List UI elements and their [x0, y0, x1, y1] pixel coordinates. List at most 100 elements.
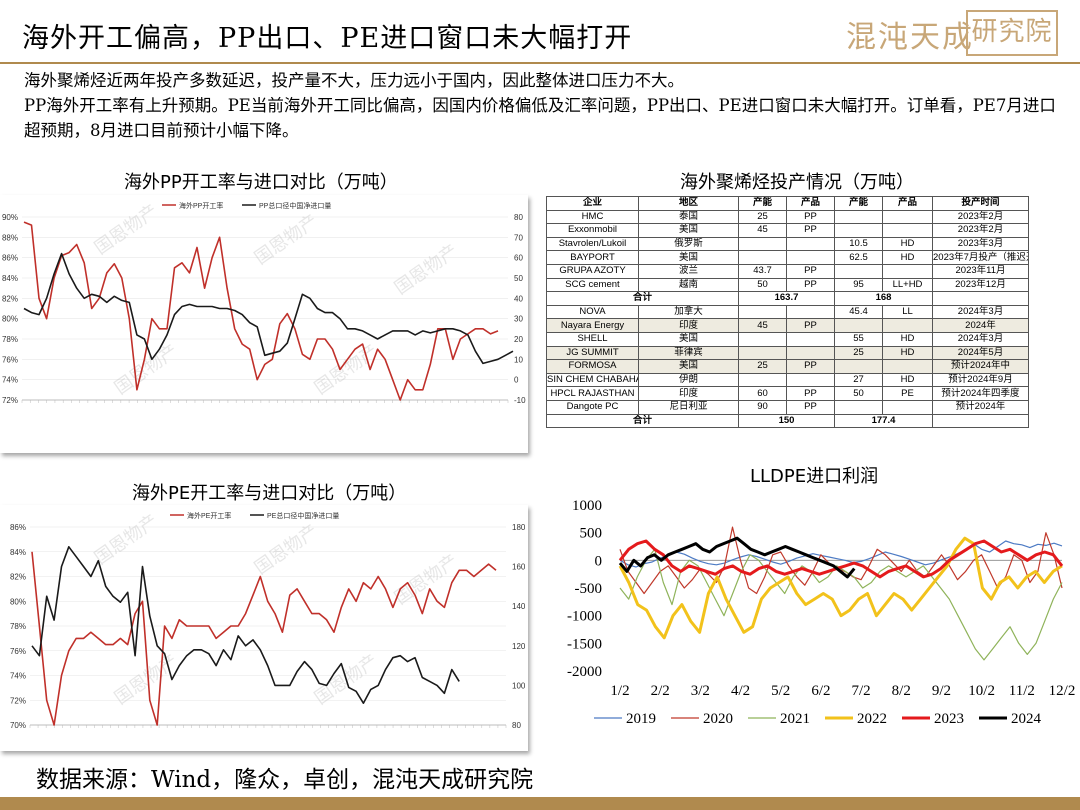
- table-row: SCG cement 越南 50 PP 95 LL+HD 2023年12月: [546, 277, 1029, 293]
- table-cell: [882, 223, 933, 238]
- table-cell: [882, 263, 933, 279]
- pp-left-tick: 78%: [2, 335, 18, 344]
- table-cell: [882, 209, 933, 225]
- table-cell: [834, 318, 883, 333]
- table-cell: 2024年3月: [932, 331, 1029, 347]
- table-row: Nayara Energy 印度 45 PP 2024年: [546, 318, 1029, 333]
- table-cell: GRUPA AZOTY: [546, 263, 639, 279]
- table-cell: 25: [738, 359, 787, 374]
- lldpe-x-tick: 1/2: [610, 683, 629, 699]
- lldpe-y-tick: -2000: [567, 664, 602, 680]
- table-cell: 预计2024年: [932, 399, 1029, 415]
- pp-series-utilization: [23, 221, 499, 401]
- table-cell: 加拿大: [638, 304, 739, 320]
- table-cell: [882, 399, 933, 415]
- pp-left-tick: 84%: [2, 274, 18, 283]
- table-cell: 合计: [546, 291, 739, 306]
- table-cell: 10.5: [834, 236, 883, 252]
- table-cell: HD: [882, 331, 933, 347]
- pp-left-tick: 88%: [2, 233, 18, 242]
- logo-box: 研究院: [966, 10, 1058, 56]
- table-cell: 150: [738, 413, 835, 429]
- pe-left-tick: 82%: [10, 573, 26, 582]
- table-cell: 2023年3月: [932, 236, 1029, 252]
- table-total-row: 合计 163.7 168: [546, 291, 1029, 306]
- table-cell: [738, 250, 787, 265]
- table-cell: JG SUMMIT: [546, 345, 639, 361]
- table-cell: Exxonmobil: [546, 223, 639, 238]
- table-cell: 产品: [882, 196, 933, 211]
- lldpe-x-tick: 7/2: [852, 683, 871, 699]
- table-total-row: 合计 150 177.4: [546, 413, 1029, 429]
- pp-right-tick: 80: [514, 213, 523, 222]
- pe-chart-panel: 86% 84% 82% 80% 78% 76% 74% 72% 70% 180 160 140 120 1…: [0, 505, 528, 751]
- intro-paragraph-1: 海外聚烯烃近两年投产多数延迟，投产量不大，压力远小于国内，因此整体进口压力不大。: [24, 71, 684, 90]
- pe-left-tick: 80%: [10, 597, 26, 606]
- table-cell: 企业: [546, 196, 639, 211]
- lldpe-x-tick: 3/2: [691, 683, 710, 699]
- lldpe-y-tick: 0: [595, 553, 603, 569]
- lldpe-y-tick: -1500: [567, 636, 602, 652]
- lldpe-x-tick: 5/2: [771, 683, 790, 699]
- table-cell: [738, 236, 787, 252]
- pp-chart-panel: 90% 88% 86% 84% 82% 80% 78% 76% 74% 72% 80 70 60 50 40…: [0, 195, 528, 453]
- table-cell: [834, 399, 883, 415]
- table-row: NOVA 加拿大 45.4 LL 2024年3月: [546, 304, 1029, 320]
- lldpe-x-tick: 10/2: [968, 683, 995, 699]
- source-note: 数据来源：Wind，隆众，卓创，混沌天成研究院: [36, 767, 534, 793]
- table-cell: LL+HD: [882, 277, 933, 293]
- lldpe-series-2024: [618, 536, 856, 579]
- pe-right-tick: 180: [512, 523, 526, 532]
- table-cell: 90: [738, 399, 787, 415]
- table-cell: 合计: [546, 413, 739, 429]
- table-cell: 25: [738, 209, 787, 225]
- lldpe-series-2022: [618, 536, 1063, 640]
- table-cell: 62.5: [834, 250, 883, 265]
- table-cell: 美国: [638, 359, 739, 374]
- table-cell: [834, 223, 883, 238]
- table-cell: 25: [834, 345, 883, 361]
- table-cell: 45: [738, 223, 787, 238]
- pe-left-tick: 74%: [10, 672, 26, 681]
- table-row: HMC 泰国 25 PP 2023年2月: [546, 209, 1029, 225]
- pe-series-net-import: [31, 545, 460, 704]
- pp-left-tick: 80%: [2, 315, 18, 324]
- table-cell: HD: [882, 372, 933, 388]
- table-cell: HPCL RAJASTHAN: [546, 386, 639, 401]
- pe-left-tick: 78%: [10, 622, 26, 631]
- pe-chart-title: 海外PE开工率与进口对比（万吨）: [132, 483, 407, 504]
- table-cell: 95: [834, 277, 883, 293]
- table-cell: 55: [834, 331, 883, 347]
- table-cell: 产能: [834, 196, 883, 211]
- table-row: FORMOSA 美国 25 PP 预计2024年中: [546, 359, 1029, 374]
- pp-right-tick: 60: [514, 254, 523, 263]
- lldpe-x-tick: 11/2: [1009, 683, 1035, 699]
- table-row: Stavrolen/Lukoil 俄罗斯 10.5 HD 2023年3月: [546, 236, 1029, 252]
- table-cell: [834, 209, 883, 225]
- pp-left-tick: 72%: [2, 396, 18, 405]
- table-cell: [932, 291, 1029, 306]
- pe-right-tick: 120: [512, 642, 526, 651]
- lldpe-x-tick: 4/2: [731, 683, 750, 699]
- table-cell: 波兰: [638, 263, 739, 279]
- table-cell: 俄罗斯: [638, 236, 739, 252]
- capacity-table-panel: 企业 地区 产能 产品 产能 产品 投产时间 HMC 泰国 25 PP 2023年2月 Exxonmob…: [546, 196, 1029, 429]
- table-cell: [882, 359, 933, 374]
- pe-left-tick: 76%: [10, 647, 26, 656]
- table-cell: 2024年5月: [932, 345, 1029, 361]
- table-cell: PE: [882, 386, 933, 401]
- table-cell: 预计2024年中: [932, 359, 1029, 374]
- table-cell: 预计2024年9月: [932, 372, 1029, 388]
- table-cell: 168: [834, 291, 933, 306]
- lldpe-series-2019: [619, 540, 1063, 568]
- table-cell: HD: [882, 236, 933, 252]
- table-cell: HD: [882, 250, 933, 265]
- table-cell: SIN CHEM CHABAHAR: [546, 372, 639, 388]
- table-cell: 50: [834, 386, 883, 401]
- table-row: SHELL 美国 55 HD 2024年3月: [546, 331, 1029, 347]
- table-cell: 美国: [638, 223, 739, 238]
- table-cell: 2023年12月: [932, 277, 1029, 293]
- lldpe-legend-label-2021: 2021: [780, 711, 810, 727]
- table-title: 海外聚烯烃投产情况（万吨）: [680, 172, 914, 193]
